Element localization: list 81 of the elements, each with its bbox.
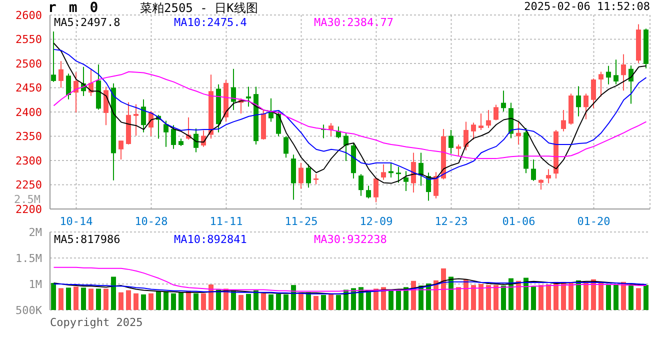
candlestick	[134, 104, 138, 136]
x-tick-label: 12-09	[360, 214, 393, 228]
y-tick-label: 2300	[16, 154, 42, 168]
y-tick-label: 2400	[16, 106, 42, 119]
text: MA30:2384.77	[314, 16, 394, 29]
candlestick	[478, 112, 484, 130]
y-tick-label: 500K	[16, 304, 42, 317]
candlestick	[404, 170, 408, 192]
chart-title: 菜粕2505 - 日K线图	[140, 0, 258, 17]
candlestick	[434, 172, 438, 199]
candlestick	[411, 152, 416, 194]
candlestick	[284, 136, 288, 158]
candlestick	[366, 185, 371, 199]
text: MA10:892841	[174, 233, 247, 246]
candlestick	[66, 73, 71, 100]
y-tick-label: 1M	[28, 278, 42, 291]
candlestick	[118, 140, 124, 160]
line-series	[53, 266, 647, 292]
candlestick	[576, 86, 581, 117]
candlestick	[501, 90, 506, 112]
annotation: r m 0	[48, 0, 100, 16]
candlestick	[194, 128, 198, 153]
candlestick	[561, 110, 566, 132]
y-tick-label: 2M	[28, 226, 42, 239]
candlestick	[516, 121, 521, 145]
candlestick	[246, 86, 251, 108]
x-tick-label: 12-23	[434, 214, 468, 228]
candlestick	[171, 124, 176, 150]
y-tick-label: 1.5M	[16, 252, 42, 265]
candlestick	[486, 110, 491, 129]
candlestick	[58, 60, 64, 88]
candlestick	[141, 98, 146, 133]
y-tick-label: 2550	[16, 33, 42, 46]
candlestick	[388, 162, 394, 178]
y-tick-label: 2450	[16, 82, 42, 95]
candlestick	[231, 68, 236, 111]
candlestick	[471, 122, 476, 140]
candlestick	[606, 65, 611, 85]
candlestick	[621, 54, 626, 92]
y-tick-label: 2250	[16, 178, 42, 192]
series-label: MA5:2497.8	[54, 16, 120, 29]
x-tick-label: 11-11	[210, 214, 243, 228]
candlestick	[276, 111, 281, 137]
y-tick-label: 2500	[16, 57, 42, 70]
candlestick	[531, 159, 536, 182]
line-series	[53, 281, 647, 294]
line-series	[53, 278, 647, 294]
text: MA30:932238	[314, 233, 387, 246]
y-tick-label: 2350	[16, 130, 42, 144]
text: MA5:817986	[54, 233, 120, 246]
candlestick	[358, 174, 364, 196]
candlestick	[51, 30, 56, 82]
y-tick-label: 2600	[16, 8, 42, 22]
text: Copyright 2025	[50, 316, 143, 329]
candlestick	[306, 164, 311, 188]
candlestick	[614, 59, 618, 85]
candlestick	[381, 164, 386, 180]
candlestick	[538, 178, 544, 190]
candlestick	[464, 121, 468, 151]
line-series	[53, 71, 647, 160]
text: MA10:2475.4	[174, 16, 247, 29]
candlestick	[591, 78, 596, 109]
candlestick	[164, 120, 168, 148]
candlestick	[344, 132, 348, 162]
candlestick	[298, 162, 304, 190]
x-tick-label: 01-06	[502, 214, 536, 228]
x-tick-label: 10-14	[60, 214, 94, 228]
candlestick	[598, 71, 604, 97]
candlestick	[584, 93, 588, 120]
x-tick-label: 10-28	[134, 214, 168, 228]
candlestick	[456, 144, 461, 156]
text: 2025-02-06 11:52:08	[524, 0, 650, 13]
candlestick	[494, 104, 498, 121]
candlestick	[104, 86, 108, 126]
x-tick-label: 01-20	[577, 214, 610, 228]
x-tick-label: 11-25	[284, 214, 318, 228]
candlestick	[448, 129, 454, 154]
candlestick	[546, 168, 551, 184]
candlestick	[328, 122, 334, 137]
candlestick	[396, 166, 401, 184]
candlestick	[314, 174, 318, 185]
